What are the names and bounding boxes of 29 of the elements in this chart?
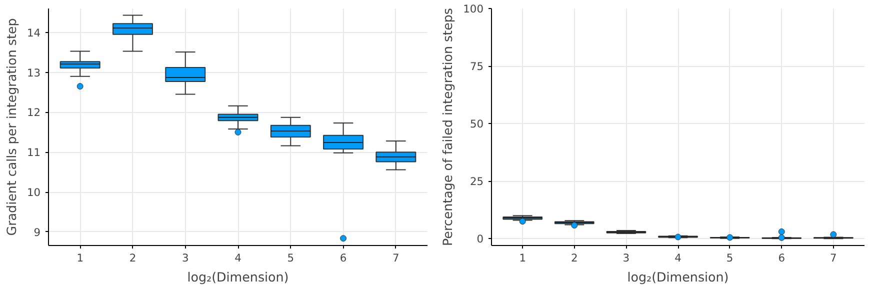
y-tick-label: 9 (34, 226, 41, 239)
y-tick-label: 13 (26, 66, 41, 80)
x-tick-label: 7 (830, 252, 837, 264)
x-tick-label: 4 (234, 252, 242, 264)
y-tick-label: 12 (26, 106, 41, 120)
x-tick-label: 1 (76, 252, 84, 264)
x-tick-label: 1 (519, 252, 526, 264)
y-tick-label: 14 (26, 26, 41, 40)
x-tick-label: 5 (287, 252, 294, 264)
y-tick-label: 25 (470, 175, 484, 188)
x-tick-label: 5 (726, 252, 734, 264)
x-tick-label: 3 (182, 252, 189, 264)
y-tick-label: 100 (463, 2, 484, 16)
x-tick-label: 6 (778, 252, 786, 264)
y-tick-label: 75 (470, 60, 484, 74)
x-tick-label: 4 (674, 252, 682, 264)
x-tick-label: 2 (571, 252, 578, 264)
y-tick-label: 11 (26, 146, 41, 160)
x-axis-title: log₂(Dimension) (187, 270, 289, 284)
y-axis-title: Percentage of failed integration steps (440, 8, 456, 246)
x-tick-label: 3 (622, 252, 630, 264)
y-tick-label: 10 (26, 186, 41, 200)
y-tick-label: 50 (470, 118, 484, 131)
x-axis-title: log₂(Dimension) (627, 270, 729, 284)
y-axis-title: Gradient calls per integration step (4, 18, 19, 236)
y-tick-label: 0 (476, 232, 484, 246)
x-tick-label: 6 (340, 252, 347, 264)
x-tick-label: 7 (392, 252, 400, 264)
x-tick-label: 2 (129, 252, 136, 264)
